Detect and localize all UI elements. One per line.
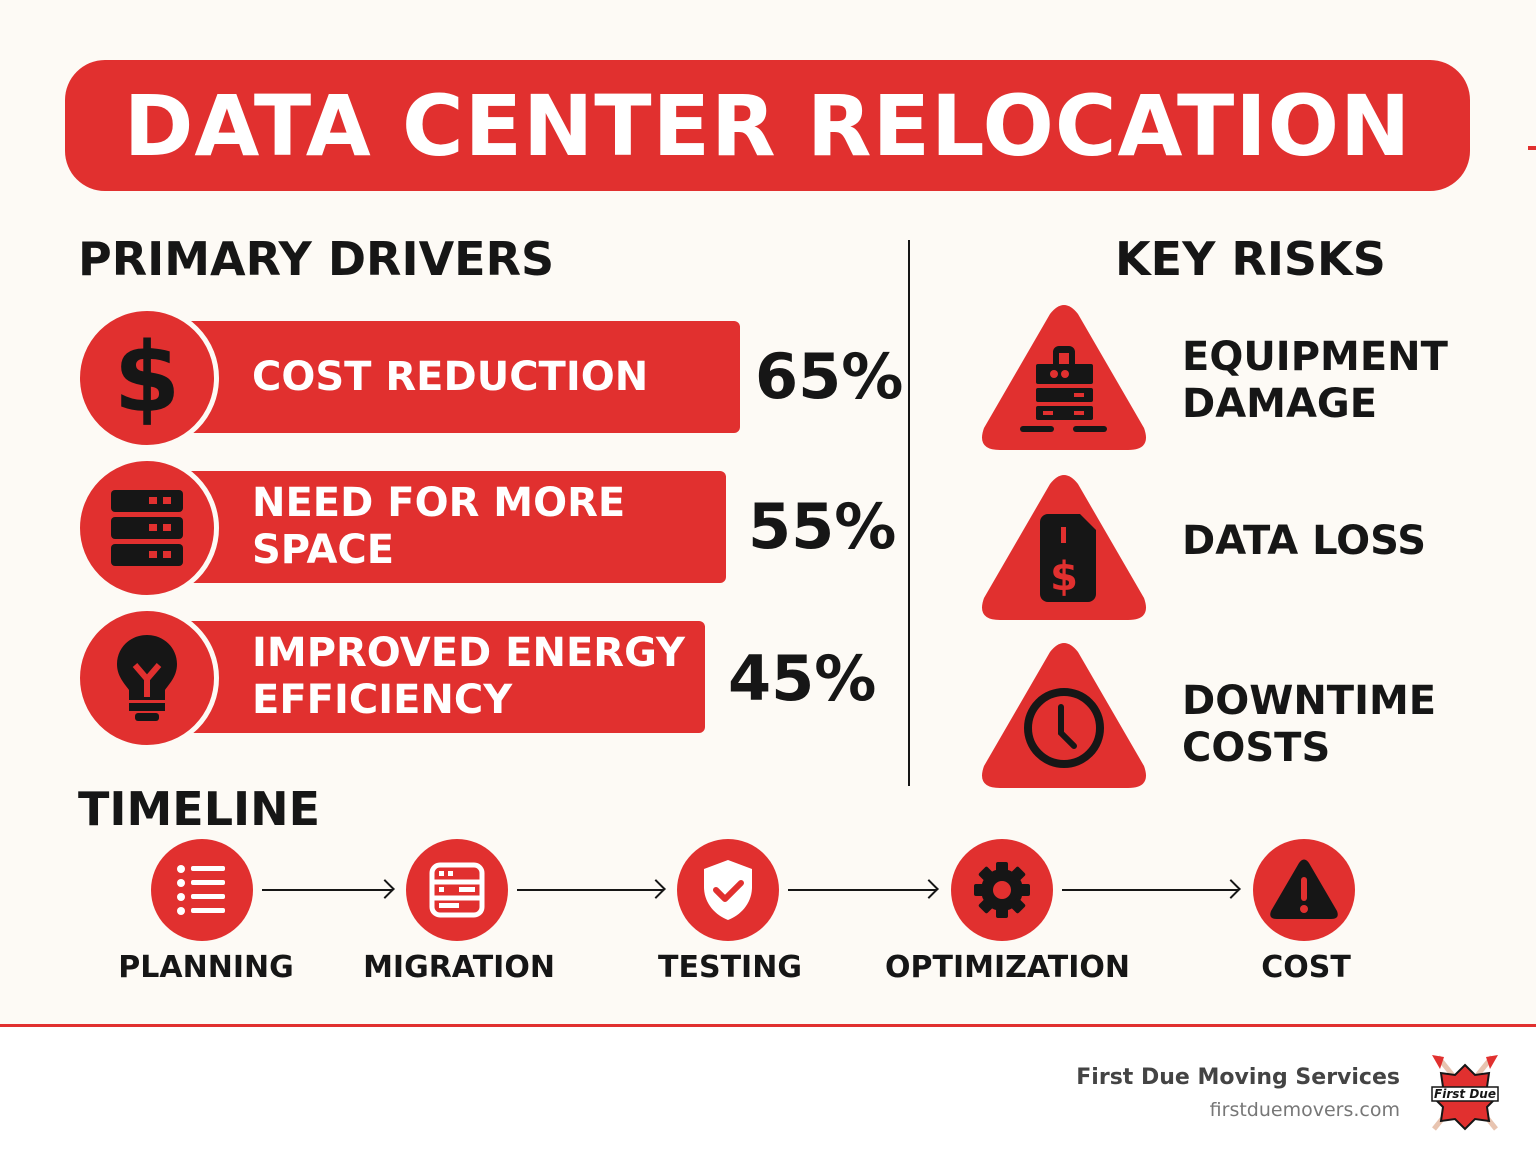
risk-data-loss: DATA LOSS xyxy=(1182,518,1427,564)
server-icon xyxy=(111,490,183,566)
server-icon xyxy=(429,862,485,918)
driver-bar-more-space: NEED FOR MORE SPACE xyxy=(190,471,726,583)
decorative-mark xyxy=(1528,146,1536,150)
timeline-arrow xyxy=(1062,889,1238,891)
title-banner: DATA CENTER RELOCATION xyxy=(65,60,1470,191)
page-title: DATA CENTER RELOCATION xyxy=(123,76,1412,175)
dollar-icon: $ xyxy=(113,322,181,434)
driver-bar-energy-efficiency: IMPROVED ENERGY EFFICIENCY xyxy=(190,621,705,733)
risks-heading: KEY RISKS xyxy=(1115,232,1386,286)
driver-label: COST REDUCTION xyxy=(252,353,649,400)
risk-triangle xyxy=(982,305,1146,450)
driver-label-line: SPACE xyxy=(252,527,395,573)
risk-label-line: COSTS xyxy=(1182,725,1331,771)
warning-icon xyxy=(1270,859,1338,919)
timeline-heading: TIMELINE xyxy=(78,782,321,836)
shield-check-icon xyxy=(704,860,752,920)
driver-percent: 65% xyxy=(755,340,904,413)
footer: First Due Moving Services firstduemovers… xyxy=(0,1024,1536,1154)
timeline-label: OPTIMIZATION xyxy=(885,950,1131,985)
gear-icon xyxy=(972,860,1032,920)
timeline-step-planning xyxy=(151,839,253,941)
list-icon xyxy=(177,865,225,915)
risk-label-line: EQUIPMENT xyxy=(1182,334,1448,380)
drivers-heading: PRIMARY DRIVERS xyxy=(78,232,555,286)
risk-downtime-costs: DOWNTIME COSTS xyxy=(1182,678,1436,772)
svg-text:First Due: First Due xyxy=(1434,1087,1496,1101)
timeline-step-optimization xyxy=(951,839,1053,941)
company-name: First Due Moving Services xyxy=(1076,1065,1400,1090)
svg-text:$: $ xyxy=(1050,554,1078,600)
timeline-step-testing xyxy=(677,839,779,941)
driver-label-line: NEED FOR MORE xyxy=(252,480,626,526)
driver-circle: $ xyxy=(75,306,219,450)
driver-circle xyxy=(75,606,219,750)
driver-bar-cost-reduction: COST REDUCTION xyxy=(190,321,740,433)
clock-icon xyxy=(1024,688,1104,768)
timeline-label: MIGRATION xyxy=(363,950,555,985)
company-logo: First Due xyxy=(1431,1055,1499,1131)
driver-label-line: EFFICIENCY xyxy=(252,677,513,723)
risk-triangle: $ xyxy=(982,475,1146,620)
timeline-arrow xyxy=(517,889,663,891)
lightbulb-icon xyxy=(117,635,177,721)
risk-label-line: DAMAGE xyxy=(1182,381,1378,427)
risk-equipment-damage: EQUIPMENT DAMAGE xyxy=(1182,334,1448,428)
timeline-label: PLANNING xyxy=(118,950,294,985)
company-url[interactable]: firstduemovers.com xyxy=(1209,1099,1400,1121)
timeline-label: COST xyxy=(1261,950,1351,985)
timeline-arrow xyxy=(262,889,392,891)
divider xyxy=(908,240,910,786)
timeline-step-migration xyxy=(406,839,508,941)
risk-triangle xyxy=(982,643,1146,788)
timeline-step-cost xyxy=(1253,839,1355,941)
server-lock-icon xyxy=(1020,346,1107,432)
timeline-arrow xyxy=(788,889,936,891)
driver-circle xyxy=(75,456,219,600)
timeline-label: TESTING xyxy=(658,950,802,985)
driver-label-line: IMPROVED ENERGY xyxy=(252,630,685,676)
driver-percent: 55% xyxy=(748,490,897,563)
risk-label-line: DOWNTIME xyxy=(1182,678,1437,724)
driver-percent: 45% xyxy=(728,642,877,715)
dollar-file-icon: $ xyxy=(1040,514,1096,602)
